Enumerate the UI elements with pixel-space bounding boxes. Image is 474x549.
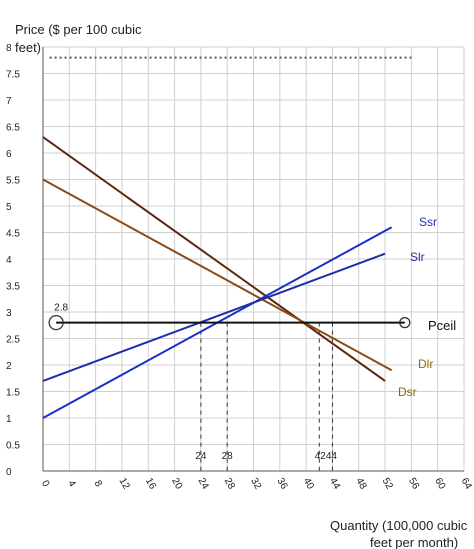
y-tick-label: 4 xyxy=(6,255,12,266)
x-tick-label: 36 xyxy=(274,476,289,492)
x-tick-label: 12 xyxy=(117,476,132,492)
y-tick-label: 4.5 xyxy=(6,229,20,240)
x-axis-label-line2: feet per month) xyxy=(370,535,458,549)
series-line-slr xyxy=(42,252,386,382)
grid xyxy=(42,46,465,472)
y-tick-labels: 0 0.5 1 1.5 2 2.5 3 3.5 4 4.5 5 5.5 6 6.5 7 7.5 8 xyxy=(6,43,20,478)
x-tick-label: 20 xyxy=(169,476,184,492)
y-tick-label: 2 xyxy=(6,361,12,372)
ceiling-start-marker xyxy=(48,314,64,331)
quantity-label: 4244 xyxy=(315,451,338,462)
x-tick-label: 52 xyxy=(380,476,395,492)
quantity-label: 28 xyxy=(222,451,234,462)
x-tick-label: 48 xyxy=(353,476,368,492)
x-tick-label: 0 xyxy=(39,479,52,490)
x-tick-label: 44 xyxy=(327,476,342,492)
guides: 24 28 4244 xyxy=(49,56,412,471)
series-label-pceil: Pceil xyxy=(428,318,456,333)
y-tick-label: 6 xyxy=(6,149,12,160)
quantity-label: 24 xyxy=(195,451,207,462)
y-tick-label: 2.5 xyxy=(6,335,20,346)
x-tick-label: 32 xyxy=(248,476,263,492)
series-line-dsr xyxy=(42,136,386,382)
x-tick-label: 56 xyxy=(406,476,421,492)
y-tick-label: 8 xyxy=(6,43,12,54)
series-label-ssr: Ssr xyxy=(419,215,437,229)
axes xyxy=(42,47,464,472)
series-label-dlr: Dlr xyxy=(418,357,433,371)
x-tick-label: 24 xyxy=(195,476,210,492)
x-tick-labels: 0 4 8 12 16 20 24 28 32 36 40 44 48 52 56 60 64 xyxy=(39,476,474,492)
y-tick-label: 7 xyxy=(6,96,12,107)
y-tick-label: 3.5 xyxy=(6,282,20,293)
y-tick-label: 3 xyxy=(6,308,12,319)
y-tick-label: 1 xyxy=(6,414,12,425)
series-line-dlr xyxy=(42,178,393,372)
series-label-slr: Slr xyxy=(410,250,425,264)
x-axis-label: Quantity (100,000 cubic xyxy=(330,518,468,533)
ceiling-price-label: 2.8 xyxy=(54,303,68,314)
x-tick-label: 64 xyxy=(459,476,474,492)
y-axis-label: Price ($ per 100 cubic xyxy=(15,22,142,37)
y-tick-label: 0 xyxy=(6,467,12,478)
series-lines xyxy=(42,136,411,419)
y-tick-label: 7.5 xyxy=(6,70,20,81)
x-tick-label: 40 xyxy=(301,476,316,492)
y-tick-label: 5.5 xyxy=(6,176,20,187)
y-tick-label: 0.5 xyxy=(6,441,20,452)
x-tick-label: 8 xyxy=(92,479,105,490)
series-label-dsr: Dsr xyxy=(398,385,417,399)
y-tick-label: 5 xyxy=(6,202,12,213)
y-axis-label-line2: feet) xyxy=(15,40,41,55)
y-tick-label: 6.5 xyxy=(6,123,20,134)
x-tick-label: 28 xyxy=(222,476,237,492)
x-tick-label: 4 xyxy=(65,479,78,490)
x-tick-label: 60 xyxy=(432,476,447,492)
x-tick-label: 16 xyxy=(143,476,158,492)
ceiling-end-marker xyxy=(399,316,411,329)
y-tick-label: 1.5 xyxy=(6,388,20,399)
